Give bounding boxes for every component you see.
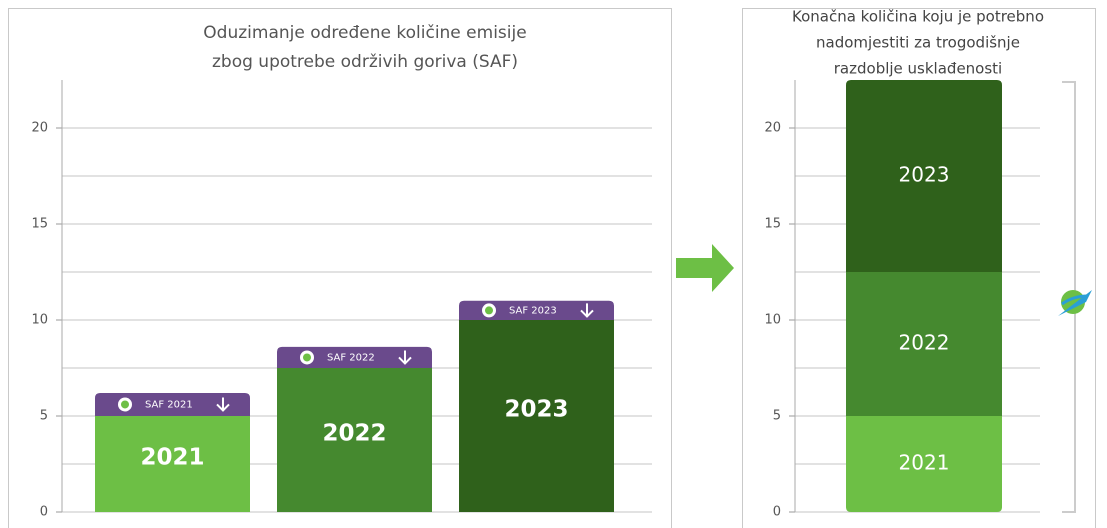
stack-segment [846,272,1002,416]
left-panel [8,8,672,528]
stack-segment [846,80,1002,272]
chart-title: zbog upotrebe održivih goriva (SAF) [212,52,518,72]
chart-title: Oduzimanje određene količine emisije [203,23,526,43]
y-tick-label: 20 [764,121,781,136]
right-panel [742,8,1096,528]
bar-label: 2022 [322,421,386,447]
y-tick-label: 10 [764,313,781,328]
saf-cap [95,392,250,416]
segment-label: 2022 [899,331,950,355]
bar [459,320,614,512]
arrow [676,244,734,292]
bar [277,368,432,512]
y-tick-label: 5 [773,409,781,424]
segment-label: 2021 [899,451,950,475]
down-arrow [398,350,412,365]
y-tick-label: 15 [764,217,781,232]
segment-label: 2023 [899,163,950,187]
bar-label: 2021 [140,445,204,471]
bar [95,416,250,512]
stack-segment [846,416,1002,512]
down-arrow [580,303,594,318]
plane-icon [1058,290,1092,316]
saf-icon-dot [485,306,493,315]
chart-title: nadomjestiti za trogodišnje [816,34,1020,52]
y-tick-label: 15 [31,217,48,232]
saf-icon-dot [303,353,311,362]
chart-title: Konačna količina koju je potrebno [792,8,1044,26]
y-tick-label: 5 [40,409,48,424]
saf-icon-dot [121,400,129,409]
saf-cap [277,346,432,368]
saf-label: SAF 2022 [327,352,375,363]
saf-label: SAF 2021 [145,399,193,410]
y-tick-label: 0 [773,505,781,520]
saf-cap [459,300,614,320]
chart-title: razdoblje usklađenosti [834,60,1002,78]
bar-label: 2023 [504,397,568,423]
y-tick-label: 10 [31,313,48,328]
y-tick-label: 20 [31,121,48,136]
down-arrow [216,397,230,412]
saf-label: SAF 2023 [509,305,557,316]
y-tick-label: 0 [40,505,48,520]
